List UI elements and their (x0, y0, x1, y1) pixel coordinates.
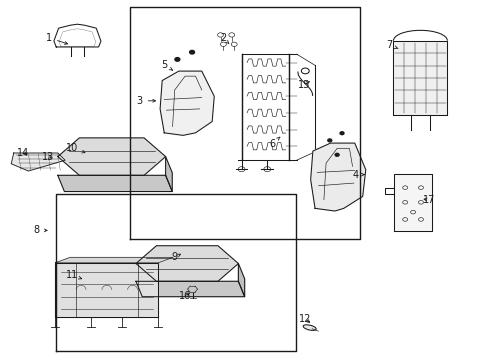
Text: 2: 2 (220, 33, 229, 44)
Circle shape (328, 139, 332, 142)
Polygon shape (166, 157, 172, 192)
Circle shape (340, 132, 344, 135)
Text: 4: 4 (352, 170, 364, 180)
Text: 8: 8 (34, 225, 47, 235)
Circle shape (175, 58, 180, 61)
Polygon shape (160, 71, 214, 135)
Text: 13: 13 (42, 152, 54, 162)
Circle shape (190, 50, 195, 54)
Ellipse shape (303, 325, 316, 330)
Polygon shape (136, 281, 245, 297)
Polygon shape (11, 153, 65, 171)
Text: 14: 14 (18, 148, 29, 158)
Polygon shape (55, 257, 173, 263)
Polygon shape (393, 41, 447, 115)
Text: 1: 1 (46, 33, 68, 44)
Text: 3: 3 (137, 96, 155, 106)
Text: 12: 12 (298, 314, 311, 324)
Polygon shape (136, 246, 238, 281)
Text: 7: 7 (387, 40, 398, 50)
Text: 16: 16 (179, 291, 191, 301)
Text: 15: 15 (297, 80, 310, 90)
Polygon shape (55, 263, 158, 317)
Polygon shape (58, 175, 172, 192)
Text: 5: 5 (161, 60, 172, 70)
Text: 9: 9 (171, 252, 180, 262)
Circle shape (335, 153, 339, 156)
Polygon shape (58, 138, 166, 175)
Polygon shape (238, 264, 245, 297)
Polygon shape (394, 174, 432, 231)
Polygon shape (311, 143, 366, 211)
Text: 17: 17 (422, 195, 435, 205)
Text: 10: 10 (67, 143, 85, 153)
Text: 11: 11 (67, 270, 82, 280)
Text: 6: 6 (269, 137, 280, 149)
